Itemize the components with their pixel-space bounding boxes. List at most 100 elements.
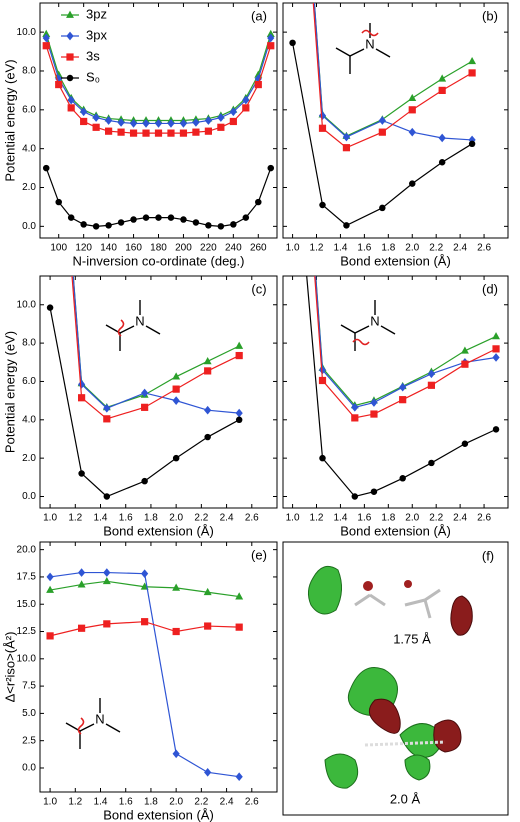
x-tick-label: 200 [175,243,192,254]
point [204,433,211,441]
point [117,118,125,127]
orbital-lobe [450,595,473,636]
point [267,42,275,50]
point [408,106,416,114]
point [461,360,469,368]
point [129,129,138,137]
y-tick-label: 4.0 [22,414,36,425]
point [492,345,500,353]
y-tick-label: 4.0 [22,143,36,154]
x-tick-label: 240 [225,243,242,254]
point [66,10,74,18]
y-tick-label: 10.0 [17,299,37,310]
y-tick-label: 12.5 [17,626,37,637]
molecule-sketch [340,300,396,351]
panel-frame [282,2,509,239]
x-tick-label: 2.2 [429,513,443,524]
y-tick-label: 20.0 [17,544,37,555]
plot-area [306,276,500,500]
x-tick-label: 1.8 [144,797,158,808]
series-line [45,37,272,125]
x-tick-label: 1.4 [333,243,347,254]
molecule-sketch [105,300,161,351]
panel-label: (e) [251,547,267,562]
series-line [71,276,240,420]
point [67,95,75,105]
point [267,33,275,43]
point [179,119,188,128]
plot-area [46,568,244,782]
point [80,117,88,126]
x-axis-label: N-inversion co-ordinate (deg.) [73,253,245,268]
point [129,119,138,128]
series-line [306,276,497,498]
plot-area [46,276,244,500]
y-tick-label: 10.0 [17,27,37,38]
x-tick-label: 1.0 [286,243,300,254]
atom-label: N [370,313,379,328]
point [267,164,275,172]
x-tick-label: 1.0 [43,513,57,524]
molecule [364,740,446,747]
x-tick-label: 2.4 [453,243,467,254]
panel-label: (a) [251,8,267,23]
bond-cut [361,29,379,37]
point [318,376,327,385]
y-tick-label: 6.0 [22,104,36,115]
point [254,74,262,84]
point [468,140,476,148]
y-tick-label: 17.5 [17,572,37,583]
point [427,369,436,379]
x-tick-label: 1.6 [119,797,133,808]
point [203,587,212,596]
point [141,403,149,411]
series-line [315,276,497,409]
panel-frame [282,275,509,509]
x-tick-label: 1.0 [286,513,300,524]
point [78,624,86,632]
y-tick-label: 15.0 [17,599,37,610]
point [54,70,63,78]
x-tick-label: 2.0 [169,513,183,524]
x-tick-label: 1.2 [310,243,324,254]
point [343,222,350,229]
point [67,214,75,221]
orbital-lobe [433,719,462,753]
point [351,414,359,422]
point [468,56,477,65]
point [78,394,86,402]
caption: 2.0 Å [390,791,421,806]
panel-label: (d) [482,281,498,296]
panel-label: (b) [482,8,498,23]
orbital-lobe [363,581,373,591]
y-axis-label: Potential energy (eV) [2,59,17,181]
point [142,129,150,137]
point [379,204,386,212]
panel: 1.0 1.2 1.4 1.6 1.8 2.0 2.2 2.4 2.6 Bond extensio… [282,2,509,268]
point [192,219,200,226]
orbital-lobe [404,580,412,588]
point [460,346,469,354]
y-axis-label: Δ<r²iso>(Å²) [2,632,17,703]
point [92,123,100,131]
series-line [315,276,497,407]
molecule-sketch [65,698,121,749]
point [105,127,113,135]
bond [65,722,81,732]
point [42,42,50,50]
point [242,214,250,221]
x-tick-label: 2.0 [169,797,183,808]
x-tick-label: 2.4 [220,513,234,524]
bond [354,325,370,334]
x-tick-label: 2.6 [477,243,491,254]
point [235,408,243,418]
x-tick-label: 1.0 [43,797,57,808]
x-tick-label: 1.4 [94,513,108,524]
point [154,129,163,137]
point [230,221,237,228]
bond [105,723,121,733]
bond-cut [77,717,85,735]
bond [375,48,391,58]
panel: 100 120 140 160 180 200 220 240 260 0.0 2.0 4.0 6.0 8… [2,2,278,268]
point [399,475,406,482]
